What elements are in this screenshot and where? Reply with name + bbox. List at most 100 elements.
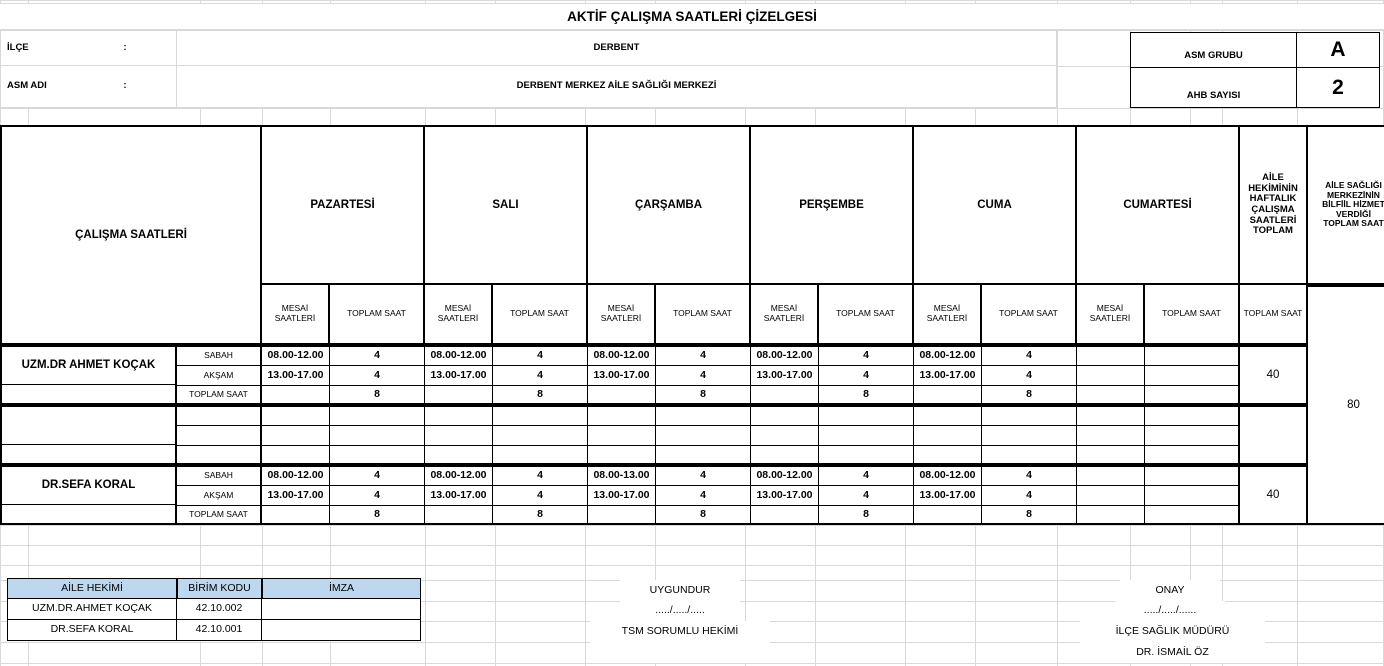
column-header-day-4: CUMA bbox=[914, 125, 1077, 285]
subheader-mesai-3: MESAİ SAATLERİ bbox=[751, 285, 819, 345]
cell-toplam-d4-r2: 8 bbox=[982, 385, 1077, 405]
cell-mesai-d5-r2 bbox=[1077, 385, 1145, 405]
column-header-weekly-total: AİLE HEKİMİNİN HAFTALIK ÇALIŞMA SAATLERİ TOPL… bbox=[1240, 125, 1308, 285]
cell-mesai-d4-r2 bbox=[914, 385, 982, 405]
cell-toplam-d2-r0 bbox=[656, 405, 751, 425]
weekly-total-value: 40 bbox=[1240, 465, 1308, 525]
cell-mesai-d2-r2 bbox=[588, 385, 656, 405]
cell-mesai-d3-r0: 08.00-12.00 bbox=[751, 465, 819, 485]
doctor-name-filler bbox=[0, 385, 177, 405]
sig-doctor-name: UZM.DR.AHMET KOÇAK bbox=[7, 599, 177, 620]
cell-toplam-d3-r0: 4 bbox=[819, 345, 914, 365]
subheader-mesai-5: MESAİ SAATLERİ bbox=[1077, 285, 1145, 345]
cell-toplam-d2-r2: 8 bbox=[656, 385, 751, 405]
cell-mesai-d4-r0: 08.00-12.00 bbox=[914, 465, 982, 485]
cell-mesai-d3-r0 bbox=[751, 405, 819, 425]
cell-mesai-d0-r0: 08.00-12.00 bbox=[262, 345, 330, 365]
doctor-name-filler bbox=[0, 445, 177, 465]
cell-mesai-d1-r2 bbox=[425, 445, 493, 465]
cell-toplam-d4-r2 bbox=[982, 445, 1077, 465]
subheader-toplam-0: TOPLAM SAAT bbox=[330, 285, 425, 345]
shift-label-1 bbox=[177, 425, 262, 445]
cell-toplam-d0-r2: 8 bbox=[330, 505, 425, 525]
cell-toplam-d5-r2 bbox=[1145, 445, 1240, 465]
cell-toplam-d2-r1 bbox=[656, 425, 751, 445]
cell-mesai-d1-r0 bbox=[425, 405, 493, 425]
cell-mesai-d2-r0: 08.00-13.00 bbox=[588, 465, 656, 485]
shift-label-0: SABAH bbox=[177, 465, 262, 485]
cell-mesai-d1-r2 bbox=[425, 385, 493, 405]
column-header-calisma-saatleri: ÇALIŞMA SAATLERİ bbox=[0, 125, 262, 345]
cell-mesai-d2-r2 bbox=[588, 505, 656, 525]
shift-label-1: AKŞAM bbox=[177, 365, 262, 385]
cell-toplam-d3-r0 bbox=[819, 405, 914, 425]
column-header-day-2: ÇARŞAMBA bbox=[588, 125, 751, 285]
cell-toplam-d2-r0: 4 bbox=[656, 465, 751, 485]
sig-header-1: BİRİM KODU bbox=[177, 578, 262, 599]
subheader-weekly-toplam-saat: TOPLAM SAAT bbox=[1240, 285, 1308, 345]
cell-mesai-d0-r1: 13.00-17.00 bbox=[262, 365, 330, 385]
cell-toplam-d3-r0: 4 bbox=[819, 465, 914, 485]
cell-toplam-d3-r2 bbox=[819, 445, 914, 465]
approval-right-date: ...../...../...... bbox=[1115, 601, 1225, 621]
cell-mesai-d2-r1: 13.00-17.00 bbox=[588, 485, 656, 505]
cell-toplam-d5-r1 bbox=[1145, 485, 1240, 505]
cell-toplam-d0-r2: 8 bbox=[330, 385, 425, 405]
ilce-colon: : bbox=[110, 30, 140, 66]
asm-total-value: 80 bbox=[1308, 285, 1384, 525]
doctor-name-filler bbox=[0, 505, 177, 525]
cell-toplam-d2-r2 bbox=[656, 445, 751, 465]
cell-mesai-d2-r0: 08.00-12.00 bbox=[588, 345, 656, 365]
doctor-name: UZM.DR AHMET KOÇAK bbox=[0, 345, 177, 385]
cell-toplam-d1-r2: 8 bbox=[493, 505, 588, 525]
cell-toplam-d1-r0 bbox=[493, 405, 588, 425]
cell-mesai-d0-r2 bbox=[262, 385, 330, 405]
cell-mesai-d4-r1: 13.00-17.00 bbox=[914, 485, 982, 505]
cell-mesai-d0-r1 bbox=[262, 425, 330, 445]
cell-toplam-d5-r2 bbox=[1145, 385, 1240, 405]
cell-mesai-d3-r1 bbox=[751, 425, 819, 445]
cell-mesai-d4-r1: 13.00-17.00 bbox=[914, 365, 982, 385]
cell-toplam-d1-r2 bbox=[493, 445, 588, 465]
cell-toplam-d0-r0 bbox=[330, 405, 425, 425]
cell-mesai-d1-r0: 08.00-12.00 bbox=[425, 345, 493, 365]
column-header-day-1: SALI bbox=[425, 125, 588, 285]
cell-mesai-d1-r1 bbox=[425, 425, 493, 445]
cell-mesai-d5-r2 bbox=[1077, 445, 1145, 465]
cell-toplam-d1-r1: 4 bbox=[493, 485, 588, 505]
cell-mesai-d1-r1: 13.00-17.00 bbox=[425, 485, 493, 505]
cell-toplam-d4-r1: 4 bbox=[982, 485, 1077, 505]
asm-grubu-label: ASM GRUBU bbox=[1130, 32, 1297, 68]
shift-label-1: AKŞAM bbox=[177, 485, 262, 505]
shift-label-2: TOPLAM SAAT bbox=[177, 385, 262, 405]
cell-toplam-d2-r1: 4 bbox=[656, 485, 751, 505]
cell-toplam-d5-r2 bbox=[1145, 505, 1240, 525]
cell-toplam-d4-r0: 4 bbox=[982, 465, 1077, 485]
cell-toplam-d3-r1 bbox=[819, 425, 914, 445]
approval-right-person: DR. İSMAİL ÖZ bbox=[1080, 642, 1265, 663]
cell-toplam-d3-r1: 4 bbox=[819, 365, 914, 385]
cell-mesai-d4-r2 bbox=[914, 505, 982, 525]
cell-mesai-d4-r0 bbox=[914, 405, 982, 425]
ahb-sayisi-value: 2 bbox=[1297, 68, 1380, 108]
sig-header-2: İMZA bbox=[262, 578, 421, 599]
cell-toplam-d3-r2: 8 bbox=[819, 385, 914, 405]
column-header-day-0: PAZARTESİ bbox=[262, 125, 425, 285]
cell-toplam-d5-r1 bbox=[1145, 365, 1240, 385]
cell-toplam-d4-r0: 4 bbox=[982, 345, 1077, 365]
cell-toplam-d1-r2: 8 bbox=[493, 385, 588, 405]
cell-mesai-d5-r1 bbox=[1077, 365, 1145, 385]
asm-adi-colon: : bbox=[110, 66, 140, 108]
cell-mesai-d5-r0 bbox=[1077, 465, 1145, 485]
cell-mesai-d0-r1: 13.00-17.00 bbox=[262, 485, 330, 505]
cell-toplam-d4-r0 bbox=[982, 405, 1077, 425]
cell-toplam-d5-r0 bbox=[1145, 345, 1240, 365]
weekly-total-value bbox=[1240, 405, 1308, 465]
approval-left-person bbox=[590, 642, 770, 663]
cell-toplam-d1-r0: 4 bbox=[493, 465, 588, 485]
cell-mesai-d1-r0: 08.00-12.00 bbox=[425, 465, 493, 485]
subheader-toplam-1: TOPLAM SAAT bbox=[493, 285, 588, 345]
cell-toplam-d2-r0: 4 bbox=[656, 345, 751, 365]
cell-toplam-d5-r1 bbox=[1145, 425, 1240, 445]
